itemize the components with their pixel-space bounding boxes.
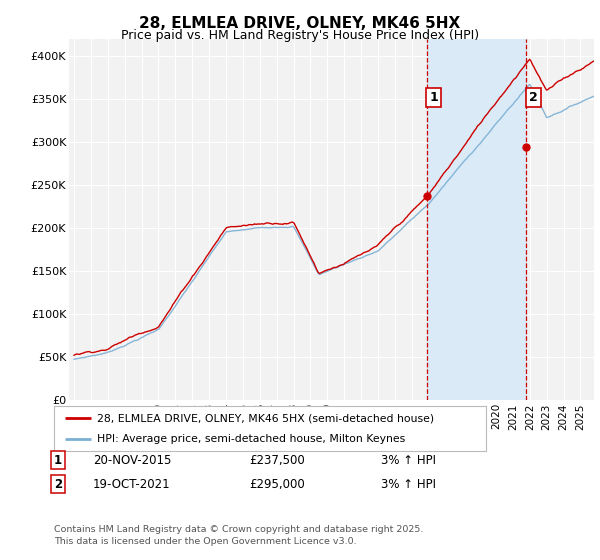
Text: 2: 2 [529,91,538,104]
Text: 3% ↑ HPI: 3% ↑ HPI [381,478,436,491]
Text: 1: 1 [430,91,438,104]
Text: 28, ELMLEA DRIVE, OLNEY, MK46 5HX (semi-detached house): 28, ELMLEA DRIVE, OLNEY, MK46 5HX (semi-… [97,413,434,423]
Text: 20-NOV-2015: 20-NOV-2015 [93,454,172,467]
Text: 3% ↑ HPI: 3% ↑ HPI [381,454,436,467]
Text: 19-OCT-2021: 19-OCT-2021 [93,478,170,491]
Bar [427,39,526,400]
Text: HPI: Average price, semi-detached house, Milton Keynes: HPI: Average price, semi-detached house,… [97,433,406,444]
Text: 28, ELMLEA DRIVE, OLNEY, MK46 5HX: 28, ELMLEA DRIVE, OLNEY, MK46 5HX [139,16,461,31]
Text: Contains HM Land Registry data © Crown copyright and database right 2025.
This d: Contains HM Land Registry data © Crown c… [54,525,424,546]
Text: Price paid vs. HM Land Registry's House Price Index (HPI): Price paid vs. HM Land Registry's House … [121,29,479,42]
Text: £295,000: £295,000 [249,478,305,491]
Text: £237,500: £237,500 [249,454,305,467]
Text: 1: 1 [54,454,62,467]
Text: 2: 2 [54,478,62,491]
